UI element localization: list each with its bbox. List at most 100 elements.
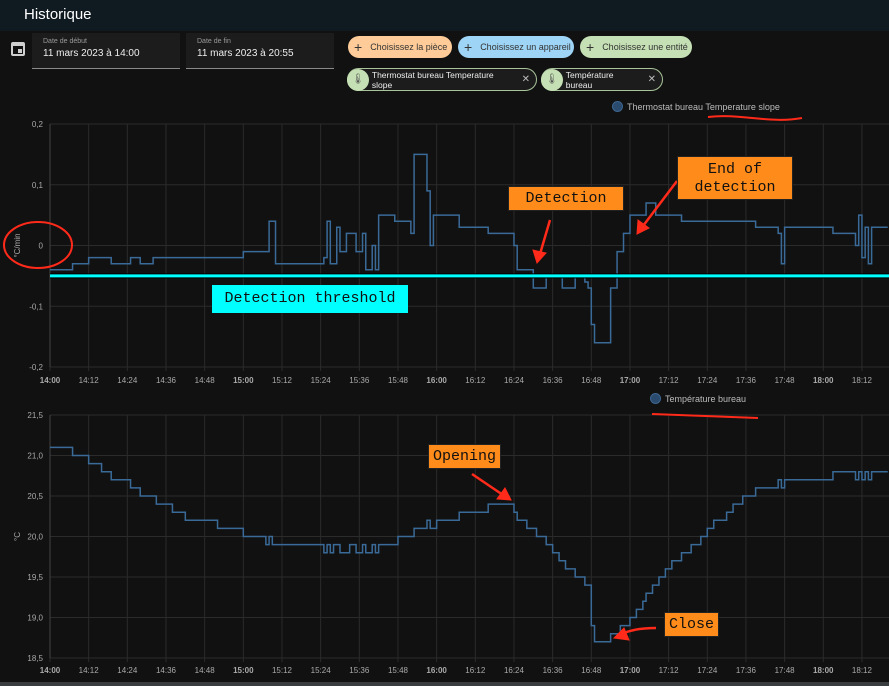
choose-device-button[interactable]: + Choisissez un appareil [458,36,574,58]
close-label: Close [664,612,719,637]
choose-area-button[interactable]: + Choisissez la pièce [348,36,452,58]
end-date-value: 11 mars 2023 à 20:55 [197,48,294,59]
x-tick-label: 18:12 [852,376,873,385]
x-tick-label: 14:00 [40,666,61,675]
choose-area-label: Choisissez la pièce [370,42,448,52]
y-axis-label: °C/min [13,233,22,257]
end-of-detection-label: End of detection [677,156,793,200]
x-tick-label: 15:24 [311,376,332,385]
detection-arrow [538,219,552,255]
page-title: Historique [24,6,92,23]
choose-entity-label: Choisissez une entité [602,42,688,52]
x-tick-label: 15:00 [233,376,254,385]
x-tick-label: 15:48 [388,666,409,675]
bottom-scrollbar[interactable] [0,682,889,686]
x-tick-label: 17:00 [620,666,641,675]
x-tick-label: 15:36 [349,376,370,385]
legend-label: Thermostat bureau Temperature slope [627,101,780,112]
y-tick-label: 0 [39,242,44,251]
start-date-field[interactable]: Date de début 11 mars 2023 à 14:00 [32,33,180,69]
entity-chip-label: Thermostat bureau Temperature slope [371,69,494,90]
x-tick-label: 15:12 [272,376,293,385]
arrow-head-icon [612,627,630,641]
x-tick-label: 17:12 [659,666,680,675]
x-tick-label: 14:48 [195,376,216,385]
chart-temperature: 21,5 21,0 20,5 20,0 19,5 19,0 18,5 14:00 14:12 14… [13,411,889,675]
x-tick-label: 14:12 [79,666,100,675]
y-tick-label: -0,2 [29,363,43,372]
legend-temperature[interactable]: Température bureau [650,393,746,404]
y-tick-label: 20,5 [27,492,43,501]
arrow-head-icon [532,249,547,264]
legend-dot-icon [612,101,623,112]
choose-entity-button[interactable]: + Choisissez une entité [580,36,692,58]
y-tick-label: 20,0 [27,533,43,542]
calendar-icon[interactable] [11,42,25,56]
red-circle-annotation [3,221,73,269]
x-tick-label: 14:48 [195,666,216,675]
end-date-field[interactable]: Date de fin 11 mars 2023 à 20:55 [186,33,334,69]
y-tick-label: 0,2 [32,120,44,129]
x-tick-label: 16:00 [426,376,447,385]
opening-label: Opening [428,444,501,469]
x-tick-label: 16:48 [581,376,602,385]
y-tick-label: 21,0 [27,452,43,461]
close-arrow [621,626,657,636]
arrow-head-icon [496,487,512,501]
legend-dot-icon [650,393,661,404]
entity-chip-label: Température bureau [565,69,614,90]
entity-chip-slope[interactable]: 🌡 Thermostat bureau Temperature slope ✕ [347,68,537,91]
x-tick-label: 15:48 [388,376,409,385]
red-underline-annotation [707,115,803,121]
x-tick-label: 17:12 [659,376,680,385]
x-tick-label: 16:36 [543,666,564,675]
end-date-label: Date de fin [197,38,231,45]
plus-icon: + [586,39,595,55]
y-axis-label: °C [13,532,22,541]
legend-slope[interactable]: Thermostat bureau Temperature slope [612,101,780,112]
x-tick-label: 14:36 [156,666,177,675]
x-tick-label: 16:48 [581,666,602,675]
entity-chip-temperature[interactable]: 🌡 Température bureau ✕ [541,68,663,91]
plus-icon: + [354,39,363,55]
x-tick-label: 17:36 [736,376,757,385]
series-line-slope [50,153,888,344]
x-tick-label: 15:12 [272,666,293,675]
start-date-label: Date de début [43,38,87,45]
arrow-head-icon [636,219,650,235]
start-date-value: 11 mars 2023 à 14:00 [43,48,140,59]
close-icon[interactable]: ✕ [521,74,530,85]
x-tick-label: 18:12 [852,666,873,675]
x-tick-label: 17:00 [620,376,641,385]
red-underline-annotation [651,413,759,419]
app-header: Historique [0,0,889,31]
legend-label: Température bureau [665,393,747,404]
plus-icon: + [464,39,473,55]
x-tick-label: 15:36 [349,666,370,675]
x-tick-label: 16:36 [543,376,564,385]
y-tick-label: 19,5 [27,573,43,582]
y-tick-label: 21,5 [27,411,43,420]
x-tick-label: 18:00 [813,376,834,385]
y-tick-label: 18,5 [27,654,43,663]
close-icon[interactable]: ✕ [647,74,656,85]
x-tick-label: 14:00 [40,376,61,385]
x-tick-label: 17:24 [697,376,718,385]
x-tick-label: 16:24 [504,666,525,675]
x-tick-label: 17:48 [775,666,796,675]
x-tick-label: 16:00 [426,666,447,675]
thermometer-icon: 🌡 [541,68,563,91]
end-of-detection-line2: detection [694,179,776,196]
opening-arrow [471,472,504,497]
x-tick-label: 17:36 [736,666,757,675]
thermometer-chevron-icon: 🌡 [347,68,369,91]
detection-threshold-label: Detection threshold [212,285,408,313]
x-tick-label: 17:48 [775,376,796,385]
x-tick-label: 18:00 [813,666,834,675]
x-tick-label: 16:12 [465,376,486,385]
x-tick-label: 16:24 [504,376,525,385]
y-tick-label: 0,1 [32,181,44,190]
end-of-detection-line1: End of [707,161,762,178]
